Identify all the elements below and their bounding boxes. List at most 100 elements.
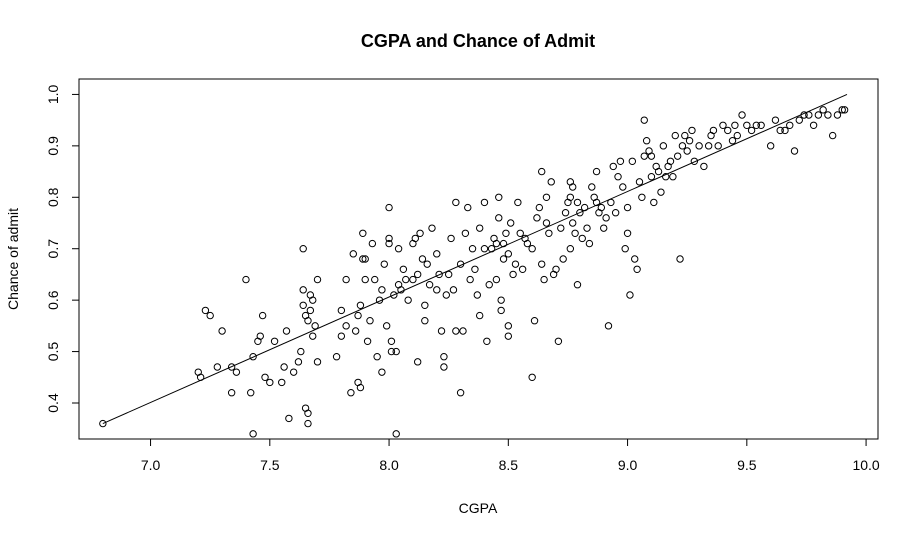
data-point bbox=[456, 389, 465, 397]
data-point bbox=[676, 255, 684, 263]
data-point bbox=[475, 311, 484, 320]
data-point bbox=[413, 270, 422, 279]
data-point bbox=[342, 275, 350, 284]
data-point bbox=[497, 306, 505, 315]
data-point bbox=[650, 198, 658, 207]
data-point bbox=[795, 116, 803, 124]
data-point bbox=[433, 286, 441, 294]
data-point bbox=[304, 419, 312, 428]
data-point bbox=[530, 317, 539, 325]
data-point bbox=[504, 250, 513, 258]
data-point bbox=[258, 311, 267, 320]
y-tick-label: 1.0 bbox=[45, 84, 61, 104]
data-point bbox=[502, 229, 510, 237]
data-point bbox=[628, 157, 637, 165]
data-point bbox=[533, 214, 541, 222]
data-point bbox=[385, 239, 393, 248]
data-point bbox=[623, 203, 632, 212]
data-point bbox=[790, 147, 799, 155]
data-point bbox=[499, 255, 508, 263]
data-point bbox=[662, 173, 670, 181]
data-point bbox=[719, 121, 727, 129]
data-point bbox=[378, 286, 386, 294]
data-point bbox=[485, 281, 493, 289]
data-point bbox=[299, 301, 307, 309]
data-point bbox=[552, 265, 560, 273]
data-point bbox=[435, 270, 443, 279]
data-point bbox=[518, 265, 527, 273]
data-point bbox=[657, 188, 665, 196]
data-point bbox=[671, 131, 679, 140]
data-point bbox=[444, 270, 453, 279]
data-point bbox=[704, 142, 713, 150]
data-point bbox=[487, 245, 496, 253]
data-point bbox=[495, 193, 503, 201]
data-point bbox=[492, 275, 501, 284]
data-point bbox=[421, 301, 429, 309]
data-point bbox=[623, 229, 632, 237]
data-point bbox=[569, 183, 577, 191]
data-point bbox=[218, 327, 226, 335]
data-point bbox=[280, 363, 288, 371]
data-point bbox=[411, 234, 419, 243]
data-point bbox=[640, 116, 648, 124]
data-point bbox=[609, 162, 617, 171]
data-point bbox=[227, 363, 236, 371]
data-point bbox=[249, 430, 257, 438]
data-point bbox=[688, 126, 696, 135]
data-point bbox=[227, 389, 236, 397]
data-point bbox=[261, 373, 269, 381]
data-point bbox=[447, 234, 455, 243]
data-point bbox=[566, 193, 575, 201]
data-point bbox=[640, 152, 648, 160]
data-point bbox=[752, 121, 761, 129]
y-axis-label: Chance of admit bbox=[5, 208, 21, 310]
data-point bbox=[580, 203, 589, 212]
data-point bbox=[437, 327, 446, 335]
data-point bbox=[297, 347, 305, 356]
data-point bbox=[673, 152, 682, 160]
data-point bbox=[387, 337, 396, 345]
data-point bbox=[800, 111, 808, 119]
data-point bbox=[659, 142, 668, 150]
data-point bbox=[433, 250, 441, 258]
data-point bbox=[690, 157, 699, 165]
y-tick-label: 0.9 bbox=[45, 136, 61, 156]
data-point bbox=[337, 306, 346, 315]
data-point bbox=[592, 198, 601, 207]
data-point bbox=[514, 198, 522, 207]
data-point bbox=[611, 209, 620, 217]
data-point bbox=[361, 255, 369, 263]
data-point bbox=[232, 368, 241, 376]
data-point bbox=[311, 322, 319, 330]
data-point bbox=[709, 126, 718, 135]
data-point bbox=[480, 245, 489, 253]
data-point bbox=[607, 198, 615, 207]
data-point bbox=[359, 229, 367, 237]
data-point bbox=[616, 157, 625, 165]
data-point bbox=[523, 239, 532, 248]
data-point bbox=[282, 327, 291, 335]
data-point bbox=[647, 152, 656, 160]
data-point bbox=[545, 229, 553, 237]
data-point bbox=[375, 296, 384, 304]
data-point bbox=[506, 219, 515, 227]
data-point bbox=[456, 260, 465, 268]
data-point bbox=[497, 296, 505, 304]
data-point bbox=[423, 260, 431, 268]
data-point bbox=[464, 203, 472, 212]
data-point bbox=[538, 260, 546, 268]
data-point bbox=[597, 203, 606, 212]
data-point bbox=[824, 111, 832, 119]
data-point bbox=[731, 121, 739, 129]
x-axis: 7.0 7.5 8.0 8.5 9.0 9.5 10.0 bbox=[141, 438, 880, 473]
data-point bbox=[449, 286, 458, 294]
data-point bbox=[213, 363, 222, 371]
data-point bbox=[397, 286, 405, 294]
data-point bbox=[475, 224, 484, 232]
data-point bbox=[814, 111, 823, 119]
data-point bbox=[781, 126, 789, 135]
data-point bbox=[289, 368, 298, 376]
data-point bbox=[480, 198, 489, 207]
data-point bbox=[840, 106, 849, 114]
